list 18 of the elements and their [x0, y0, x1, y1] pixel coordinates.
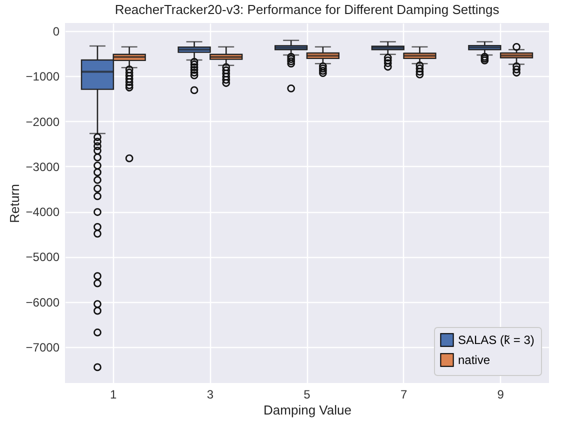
x-tick-label: 7 — [400, 388, 408, 402]
chart-title: ReacherTracker20-v3: Performance for Different Damping Settings — [114, 2, 500, 17]
legend-label: native — [458, 353, 490, 367]
y-tick-label: −7000 — [26, 340, 60, 354]
x-tick-label: 5 — [304, 388, 311, 402]
x-tick-label: 1 — [110, 388, 118, 402]
y-tick-label: −5000 — [26, 250, 60, 264]
y-tick-label: −2000 — [26, 114, 60, 129]
y-tick-label: −1000 — [26, 70, 60, 84]
y-axis-title: Return — [6, 184, 22, 224]
y-tick-label: −4000 — [26, 205, 60, 220]
x-tick-label: 3 — [206, 388, 214, 402]
x-axis-title: Damping Value — [264, 402, 352, 418]
y-tick-label: −6000 — [26, 295, 60, 310]
y-tick-label: −3000 — [26, 160, 60, 174]
x-tick-label: 9 — [497, 388, 504, 402]
legend-label: SALAS (k̃ = 3) — [458, 333, 534, 347]
y-tick-label: 0 — [52, 24, 60, 39]
